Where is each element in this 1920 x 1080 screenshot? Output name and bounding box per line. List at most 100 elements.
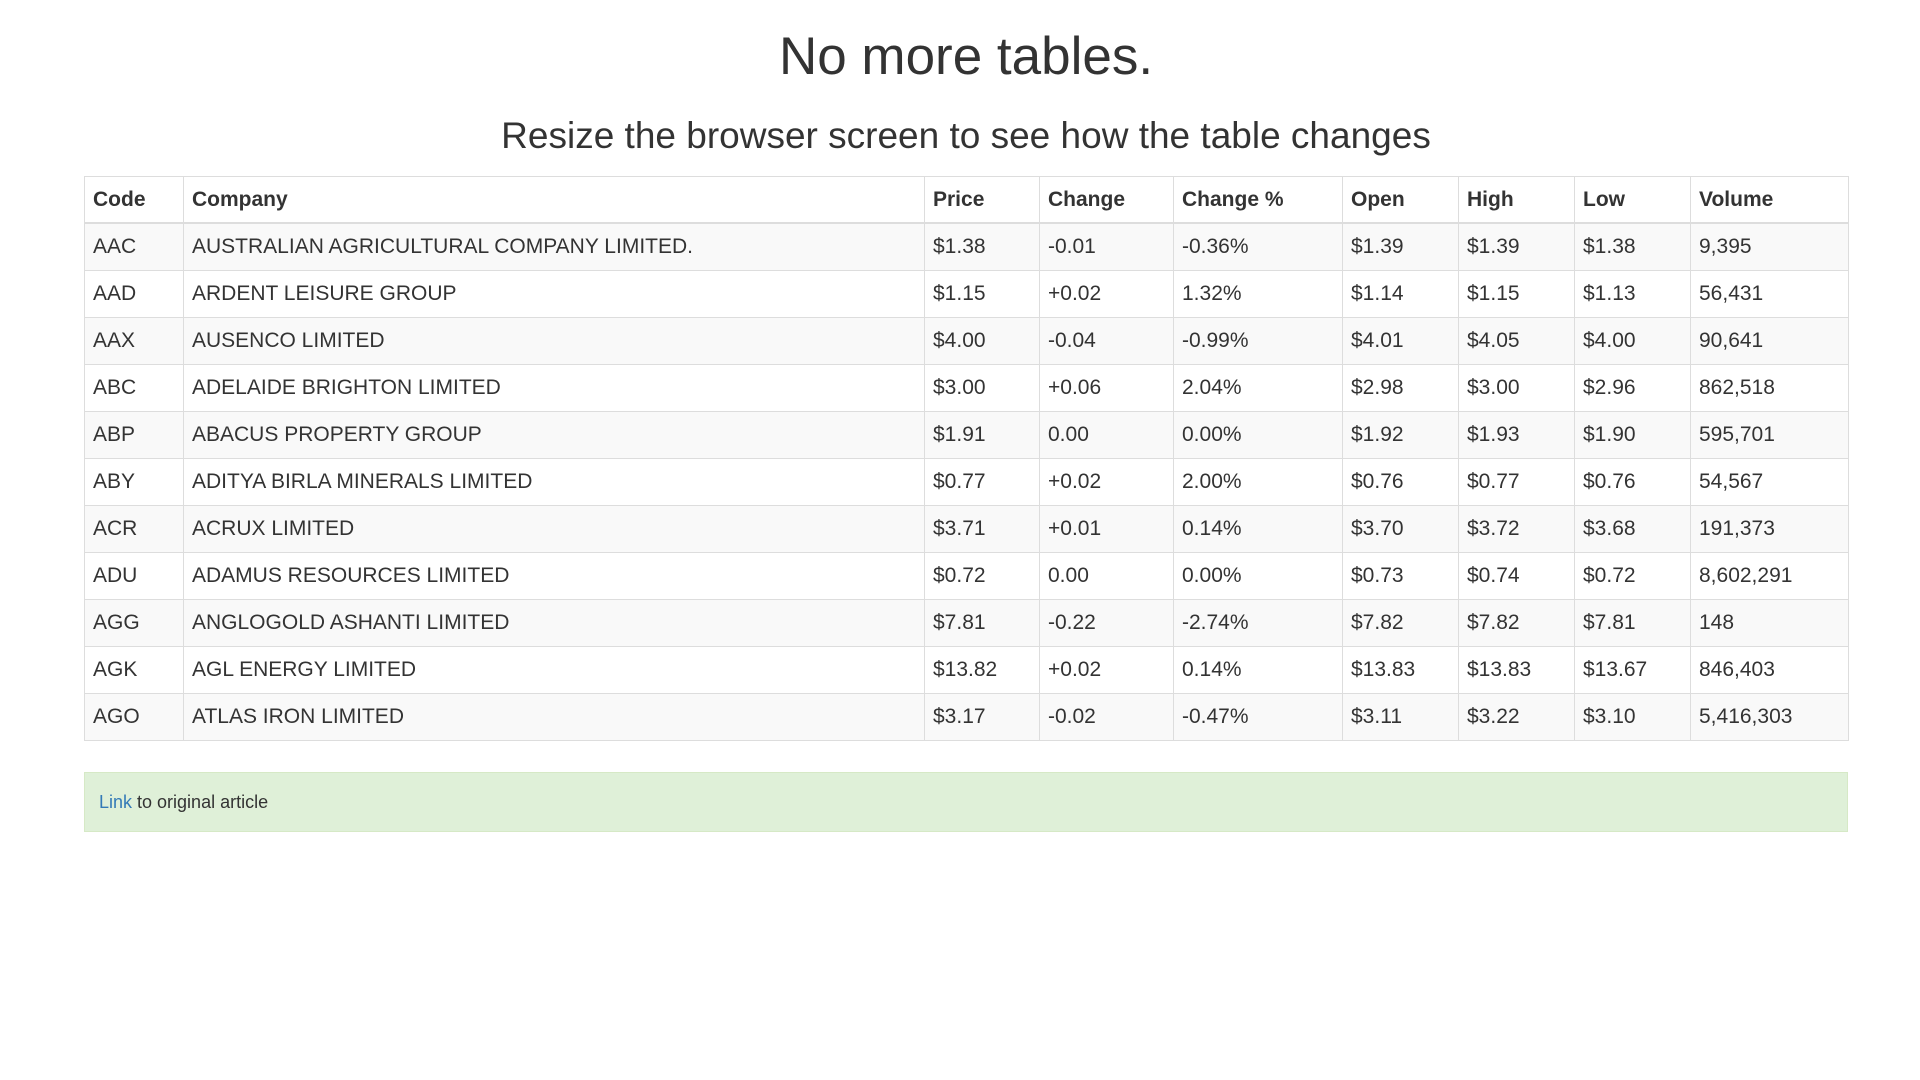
cell-change-pct: -2.74% <box>1173 599 1343 647</box>
cell-open: $4.01 <box>1342 317 1459 365</box>
cell-company: ANGLOGOLD ASHANTI LIMITED <box>183 599 925 647</box>
cell-high: $13.83 <box>1458 646 1575 694</box>
cell-high: $1.39 <box>1458 222 1575 271</box>
cell-low: $3.68 <box>1574 505 1691 553</box>
cell-high: $3.22 <box>1458 693 1575 741</box>
cell-high: $4.05 <box>1458 317 1575 365</box>
page-subtitle: Resize the browser screen to see how the… <box>501 115 1431 156</box>
cell-price: $0.77 <box>924 458 1040 506</box>
cell-code: AAX <box>84 317 184 365</box>
page-container: No more tables. Resize the browser scree… <box>84 0 1849 832</box>
column-header-low: Low <box>1574 176 1691 224</box>
cell-low: $0.76 <box>1574 458 1691 506</box>
cell-change: +0.01 <box>1039 505 1174 553</box>
cell-volume: 148 <box>1690 599 1849 647</box>
cell-high: $3.72 <box>1458 505 1575 553</box>
original-article-alert: Link to original article <box>84 772 1848 832</box>
cell-low: $3.10 <box>1574 693 1691 741</box>
cell-open: $1.14 <box>1342 270 1459 318</box>
page-title: No more tables. <box>778 27 1154 86</box>
cell-company: ACRUX LIMITED <box>183 505 925 553</box>
table-row: AGK AGL ENERGY LIMITED $13.82 +0.02 0.14% $13… <box>84 646 1849 694</box>
table-row: ADU ADAMUS RESOURCES LIMITED $0.72 0.00 0.00… <box>84 552 1849 600</box>
cell-code: AAC <box>84 222 184 271</box>
cell-price: $0.72 <box>924 552 1040 600</box>
cell-change-pct: 2.04% <box>1173 364 1343 412</box>
cell-change: +0.02 <box>1039 270 1174 318</box>
table-row: AAD ARDENT LEISURE GROUP $1.15 +0.02 1.32% $1… <box>84 270 1849 318</box>
cell-high: $1.15 <box>1458 270 1575 318</box>
cell-code: AGO <box>84 693 184 741</box>
cell-code: AGK <box>84 646 184 694</box>
cell-company: ADITYA BIRLA MINERALS LIMITED <box>183 458 925 506</box>
cell-volume: 862,518 <box>1690 364 1849 412</box>
table-row: ABC ADELAIDE BRIGHTON LIMITED $3.00 +0.06 2.… <box>84 364 1849 412</box>
cell-change-pct: 0.00% <box>1173 411 1343 459</box>
column-header-change: Change <box>1039 176 1174 224</box>
cell-price: $1.38 <box>924 222 1040 271</box>
cell-low: $1.38 <box>1574 222 1691 271</box>
cell-price: $3.71 <box>924 505 1040 553</box>
cell-change-pct: 0.14% <box>1173 646 1343 694</box>
table-row: AGG ANGLOGOLD ASHANTI LIMITED $7.81 -0.22 -2… <box>84 599 1849 647</box>
cell-open: $1.39 <box>1342 222 1459 271</box>
cell-volume: 56,431 <box>1690 270 1849 318</box>
cell-volume: 90,641 <box>1690 317 1849 365</box>
cell-open: $7.82 <box>1342 599 1459 647</box>
cell-company: ARDENT LEISURE GROUP <box>183 270 925 318</box>
cell-change-pct: 1.32% <box>1173 270 1343 318</box>
table-row: AGO ATLAS IRON LIMITED $3.17 -0.02 -0.47% $3.… <box>84 693 1849 741</box>
cell-volume: 595,701 <box>1690 411 1849 459</box>
cell-change: +0.02 <box>1039 646 1174 694</box>
cell-open: $3.11 <box>1342 693 1459 741</box>
cell-high: $0.77 <box>1458 458 1575 506</box>
cell-change-pct: 2.00% <box>1173 458 1343 506</box>
cell-company: AUSTRALIAN AGRICULTURAL COMPANY LIMITED. <box>183 222 925 271</box>
cell-change: -0.01 <box>1039 222 1174 271</box>
cell-change: -0.02 <box>1039 693 1174 741</box>
cell-company: ATLAS IRON LIMITED <box>183 693 925 741</box>
cell-price: $13.82 <box>924 646 1040 694</box>
original-article-link[interactable]: Link <box>99 791 133 812</box>
column-header-open: Open <box>1342 176 1459 224</box>
column-header-high: High <box>1458 176 1575 224</box>
column-header-code: Code <box>84 176 184 224</box>
cell-price: $1.91 <box>924 411 1040 459</box>
cell-open: $3.70 <box>1342 505 1459 553</box>
cell-low: $13.67 <box>1574 646 1691 694</box>
cell-change: +0.06 <box>1039 364 1174 412</box>
cell-open: $2.98 <box>1342 364 1459 412</box>
cell-company: ABACUS PROPERTY GROUP <box>183 411 925 459</box>
cell-low: $0.72 <box>1574 552 1691 600</box>
cell-price: $4.00 <box>924 317 1040 365</box>
cell-company: AGL ENERGY LIMITED <box>183 646 925 694</box>
cell-low: $1.90 <box>1574 411 1691 459</box>
cell-change-pct: 0.14% <box>1173 505 1343 553</box>
cell-company: AUSENCO LIMITED <box>183 317 925 365</box>
cell-price: $3.17 <box>924 693 1040 741</box>
cell-volume: 846,403 <box>1690 646 1849 694</box>
cell-change-pct: 0.00% <box>1173 552 1343 600</box>
cell-code: ACR <box>84 505 184 553</box>
cell-volume: 191,373 <box>1690 505 1849 553</box>
column-header-change-pct: Change % <box>1173 176 1343 224</box>
cell-change: 0.00 <box>1039 411 1174 459</box>
cell-code: AAD <box>84 270 184 318</box>
column-header-volume: Volume <box>1690 176 1849 224</box>
cell-change: 0.00 <box>1039 552 1174 600</box>
table-row: AAX AUSENCO LIMITED $4.00 -0.04 -0.99% $4.01 $… <box>84 317 1849 365</box>
cell-open: $1.92 <box>1342 411 1459 459</box>
cell-code: ABC <box>84 364 184 412</box>
cell-change: -0.22 <box>1039 599 1174 647</box>
cell-price: $1.15 <box>924 270 1040 318</box>
table-row: ABP ABACUS PROPERTY GROUP $1.91 0.00 0.00% $1… <box>84 411 1849 459</box>
table-row: AAC AUSTRALIAN AGRICULTURAL COMPANY LIMIT… <box>84 222 1849 271</box>
table-body: AAC AUSTRALIAN AGRICULTURAL COMPANY LIMIT… <box>84 222 1849 741</box>
table-row: ABY ADITYA BIRLA MINERALS LIMITED $0.77 +0.… <box>84 458 1849 506</box>
cell-company: ADAMUS RESOURCES LIMITED <box>183 552 925 600</box>
cell-high: $7.82 <box>1458 599 1575 647</box>
table-row: ACR ACRUX LIMITED $3.71 +0.01 0.14% $3.70 $3.7… <box>84 505 1849 553</box>
cell-volume: 8,602,291 <box>1690 552 1849 600</box>
cell-low: $1.13 <box>1574 270 1691 318</box>
cell-code: ADU <box>84 552 184 600</box>
